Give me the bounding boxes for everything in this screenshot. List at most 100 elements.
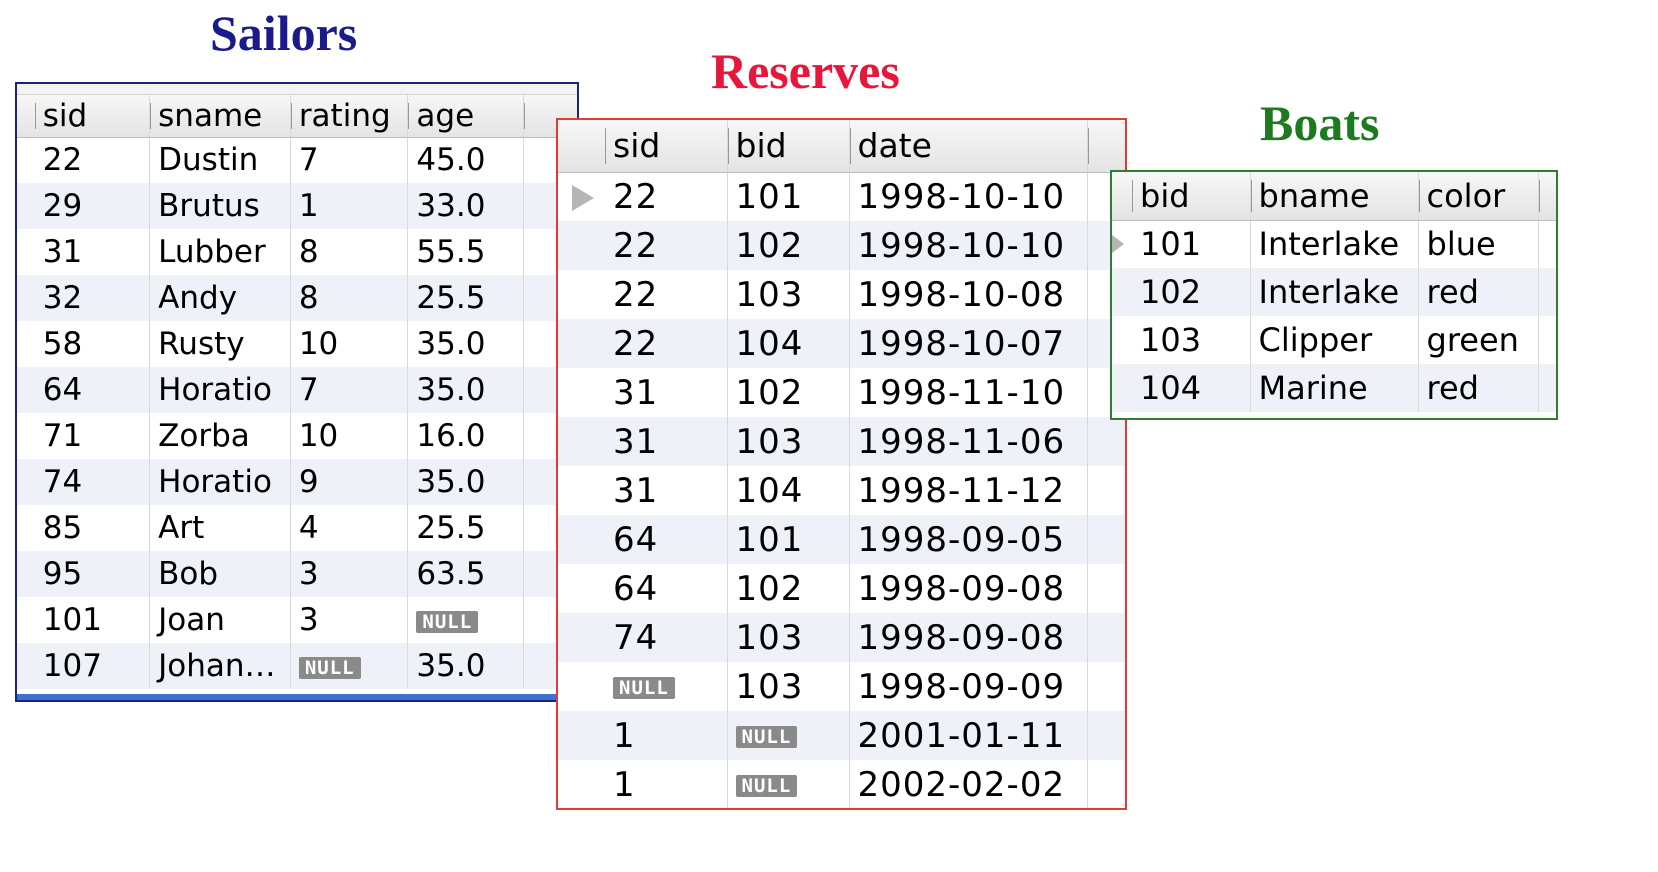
cell-sid[interactable]: 31 <box>605 368 728 417</box>
cell-bid[interactable]: 102 <box>727 368 850 417</box>
table-row[interactable]: 1 NULL 2001-01-11 <box>558 711 1125 760</box>
cell-date[interactable]: 1998-10-10 <box>849 221 1088 270</box>
table-row[interactable]: 71 Zorba 10 16.0 <box>17 413 577 459</box>
table-row[interactable]: 107 Johan… NULL 35.0 <box>17 643 577 689</box>
table-row[interactable]: 22 101 1998-10-10 <box>558 172 1125 221</box>
cell-color[interactable]: green <box>1418 316 1539 364</box>
cell-date[interactable]: 1998-11-06 <box>849 417 1088 466</box>
table-row[interactable]: 22 102 1998-10-10 <box>558 221 1125 270</box>
cell-bid[interactable]: 102 <box>727 564 850 613</box>
table-row[interactable]: 31 102 1998-11-10 <box>558 368 1125 417</box>
table-row[interactable]: 102 Interlake red <box>1112 268 1556 316</box>
cell-age[interactable]: 35.0 <box>407 321 524 367</box>
cell-sid[interactable]: 85 <box>34 505 151 551</box>
cell-age[interactable]: NULL <box>407 597 524 643</box>
cell-sid[interactable]: 74 <box>605 613 728 662</box>
cell-bid[interactable]: 104 <box>1132 364 1251 412</box>
column-header-date[interactable]: date <box>849 120 1088 173</box>
table-row[interactable]: 85 Art 4 25.5 <box>17 505 577 551</box>
cell-rating[interactable]: 7 <box>290 137 409 183</box>
cell-bid[interactable]: 103 <box>727 662 850 711</box>
cell-sid[interactable]: 74 <box>34 459 151 505</box>
column-header-sid[interactable]: sid <box>605 120 728 173</box>
cell-age[interactable]: 35.0 <box>407 367 524 413</box>
cell-age[interactable]: 35.0 <box>407 643 524 689</box>
table-row[interactable]: 32 Andy 8 25.5 <box>17 275 577 321</box>
cell-sid[interactable]: 22 <box>34 137 151 183</box>
cell-sname[interactable]: Andy <box>149 275 291 321</box>
cell-rating[interactable]: NULL <box>290 643 409 689</box>
column-header-rating[interactable]: rating <box>290 95 409 138</box>
cell-sname[interactable]: Joan <box>149 597 291 643</box>
cell-date[interactable]: 1998-09-05 <box>849 515 1088 564</box>
cell-sid[interactable]: 31 <box>605 417 728 466</box>
table-row[interactable]: 31 Lubber 8 55.5 <box>17 229 577 275</box>
cell-sid[interactable]: 1 <box>605 711 728 760</box>
cell-date[interactable]: 1998-09-09 <box>849 662 1088 711</box>
cell-sid[interactable]: 31 <box>605 466 728 515</box>
cell-rating[interactable]: 8 <box>290 229 409 275</box>
cell-sname[interactable]: Johan… <box>149 643 291 689</box>
table-row[interactable]: 95 Bob 3 63.5 <box>17 551 577 597</box>
cell-bid[interactable]: 101 <box>727 172 850 221</box>
cell-color[interactable]: blue <box>1418 220 1539 268</box>
cell-bid[interactable]: 104 <box>727 319 850 368</box>
column-header-sname[interactable]: sname <box>149 95 291 138</box>
table-row[interactable]: 31 104 1998-11-12 <box>558 466 1125 515</box>
cell-date[interactable]: 1998-10-08 <box>849 270 1088 319</box>
cell-age[interactable]: 35.0 <box>407 459 524 505</box>
cell-sname[interactable]: Rusty <box>149 321 291 367</box>
cell-sid[interactable]: 22 <box>605 221 728 270</box>
cell-date[interactable]: 1998-09-08 <box>849 564 1088 613</box>
cell-sname[interactable]: Horatio <box>149 459 291 505</box>
table-row[interactable]: 58 Rusty 10 35.0 <box>17 321 577 367</box>
cell-age[interactable]: 63.5 <box>407 551 524 597</box>
cell-sname[interactable]: Art <box>149 505 291 551</box>
cell-bid[interactable]: 103 <box>727 417 850 466</box>
cell-sid[interactable]: 64 <box>605 564 728 613</box>
cell-bid[interactable]: 102 <box>1132 268 1251 316</box>
cell-bid[interactable]: 103 <box>727 613 850 662</box>
table-row[interactable]: NULL 103 1998-09-09 <box>558 662 1125 711</box>
cell-sname[interactable]: Bob <box>149 551 291 597</box>
column-header-color[interactable]: color <box>1418 172 1539 221</box>
table-row[interactable]: 31 103 1998-11-06 <box>558 417 1125 466</box>
cell-bid[interactable]: 101 <box>1132 220 1251 268</box>
cell-rating[interactable]: 8 <box>290 275 409 321</box>
table-row[interactable]: 101 Interlake blue <box>1112 220 1556 268</box>
cell-sid[interactable]: 64 <box>605 515 728 564</box>
cell-sid[interactable]: 1 <box>605 760 728 808</box>
cell-sid[interactable]: 58 <box>34 321 151 367</box>
cell-bname[interactable]: Interlake <box>1250 220 1419 268</box>
table-row[interactable]: 101 Joan 3 NULL <box>17 597 577 643</box>
cell-date[interactable]: 1998-09-08 <box>849 613 1088 662</box>
cell-sid[interactable]: NULL <box>605 662 728 711</box>
cell-color[interactable]: red <box>1418 268 1539 316</box>
cell-bname[interactable]: Marine <box>1250 364 1419 412</box>
cell-sname[interactable]: Brutus <box>149 183 291 229</box>
table-row[interactable]: 64 Horatio 7 35.0 <box>17 367 577 413</box>
column-header-bid[interactable]: bid <box>727 120 850 173</box>
cell-age[interactable]: 45.0 <box>407 137 524 183</box>
cell-sid[interactable]: 32 <box>34 275 151 321</box>
cell-sid[interactable]: 22 <box>605 172 728 221</box>
cell-bname[interactable]: Interlake <box>1250 268 1419 316</box>
column-header-bname[interactable]: bname <box>1250 172 1419 221</box>
cell-sid[interactable]: 22 <box>605 270 728 319</box>
cell-rating[interactable]: 7 <box>290 367 409 413</box>
cell-sid[interactable]: 107 <box>34 643 151 689</box>
cell-sname[interactable]: Dustin <box>149 137 291 183</box>
cell-rating[interactable]: 4 <box>290 505 409 551</box>
cell-bname[interactable]: Clipper <box>1250 316 1419 364</box>
column-header-sid[interactable]: sid <box>34 95 151 138</box>
cell-color[interactable]: red <box>1418 364 1539 412</box>
cell-sid[interactable]: 29 <box>34 183 151 229</box>
table-row[interactable]: 74 103 1998-09-08 <box>558 613 1125 662</box>
table-row[interactable]: 103 Clipper green <box>1112 316 1556 364</box>
table-row[interactable]: 64 102 1998-09-08 <box>558 564 1125 613</box>
cell-rating[interactable]: 10 <box>290 413 409 459</box>
table-row[interactable]: 64 101 1998-09-05 <box>558 515 1125 564</box>
cell-age[interactable]: 33.0 <box>407 183 524 229</box>
table-row[interactable]: 1 NULL 2002-02-02 <box>558 760 1125 808</box>
table-row[interactable]: 29 Brutus 1 33.0 <box>17 183 577 229</box>
